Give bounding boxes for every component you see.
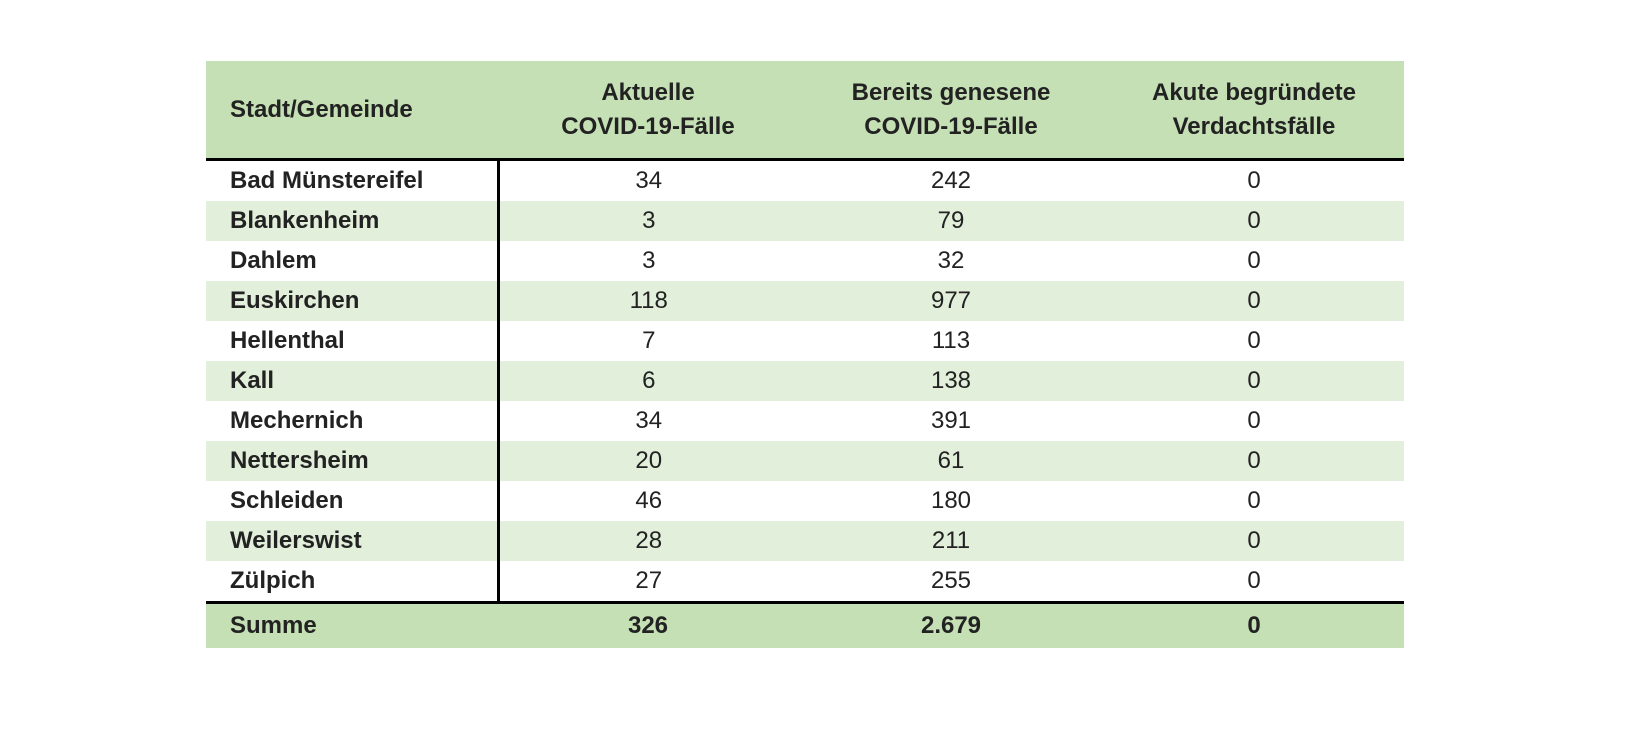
suspected-cases-cell: 0 — [1247, 327, 1261, 354]
table-row: Mechernich 34 391 0 — [206, 401, 1404, 441]
table-body: Bad Münstereifel 34 242 0 Blankenheim 3 79 0 Dah… — [206, 159, 1404, 603]
header-city-label: Stadt/Gemeinde — [230, 95, 413, 123]
table-row: Weilerswist 28 211 0 — [206, 521, 1404, 561]
header-row: Stadt/Gemeinde Aktuelle COVID-19-Fälle B… — [206, 61, 1404, 161]
recovered-cases-cell: 211 — [931, 527, 971, 554]
current-cases-cell: 3 — [642, 207, 656, 234]
recovered-cases-cell: 61 — [937, 447, 965, 474]
header-city: Stadt/Gemeinde — [206, 61, 498, 161]
covid-cases-table: Stadt/Gemeinde Aktuelle COVID-19-Fälle B… — [206, 61, 1404, 648]
current-cases-cell: 46 — [635, 487, 663, 514]
suspected-cases-cell: 0 — [1247, 247, 1261, 274]
city-name-cell: Bad Münstereifel — [206, 159, 500, 201]
recovered-cases-cell: 180 — [930, 487, 972, 514]
city-name-cell: Euskirchen — [206, 281, 500, 321]
city-name-cell: Zülpich — [206, 561, 500, 603]
table-row: Bad Münstereifel 34 242 0 — [206, 159, 1404, 201]
sum-recovered-cases: 2.679 — [798, 601, 1104, 648]
table-row: Kall 6 138 0 — [206, 361, 1404, 401]
table-row: Hellenthal 7 113 0 — [206, 321, 1404, 361]
table-footer: Summe 326 2.679 0 — [206, 601, 1404, 648]
suspected-cases-cell: 0 — [1247, 447, 1261, 474]
covid-cases-table-container: Stadt/Gemeinde Aktuelle COVID-19-Fälle B… — [206, 61, 1404, 648]
suspected-cases-cell: 0 — [1247, 207, 1261, 234]
city-name-cell: Nettersheim — [206, 441, 500, 481]
recovered-cases-cell: 138 — [930, 367, 972, 394]
recovered-cases-cell: 391 — [930, 407, 972, 434]
current-cases-cell: 27 — [635, 567, 663, 594]
header-current-cases-line2: COVID-19-Fälle — [561, 112, 735, 140]
current-cases-cell: 118 — [629, 287, 668, 314]
current-cases-cell: 28 — [635, 527, 663, 554]
current-cases-cell: 34 — [635, 167, 663, 194]
sum-row: Summe 326 2.679 0 — [206, 601, 1404, 648]
city-name-cell: Mechernich — [206, 401, 500, 441]
header-suspected-cases-line2: Verdachtsfälle — [1172, 112, 1336, 140]
suspected-cases-cell: 0 — [1247, 167, 1261, 194]
city-name-cell: Kall — [206, 361, 500, 401]
sum-label: Summe — [206, 601, 498, 648]
table-row: Dahlem 3 32 0 — [206, 241, 1404, 281]
header-suspected-cases-line1: Akute begründete — [1151, 78, 1357, 106]
header-recovered-cases-line2: COVID-19-Fälle — [864, 112, 1038, 140]
city-name-cell: Hellenthal — [206, 321, 500, 361]
current-cases-cell: 3 — [642, 247, 656, 274]
suspected-cases-cell: 0 — [1247, 527, 1261, 554]
table-row: Blankenheim 3 79 0 — [206, 201, 1404, 241]
table-row: Nettersheim 20 61 0 — [206, 441, 1404, 481]
table-row: Zülpich 27 255 0 — [206, 561, 1404, 603]
recovered-cases-cell: 79 — [937, 207, 965, 234]
sum-current-cases: 326 — [498, 601, 798, 648]
current-cases-cell: 7 — [642, 327, 656, 354]
city-name-cell: Blankenheim — [206, 201, 500, 241]
city-name-cell: Schleiden — [206, 481, 500, 521]
table-row: Euskirchen 118 977 0 — [206, 281, 1404, 321]
recovered-cases-cell: 242 — [930, 167, 972, 194]
header-current-cases: Aktuelle COVID-19-Fälle — [498, 61, 798, 161]
current-cases-cell: 6 — [642, 367, 656, 394]
table-row: Schleiden 46 180 0 — [206, 481, 1404, 521]
suspected-cases-cell: 0 — [1247, 287, 1261, 314]
recovered-cases-cell: 113 — [931, 327, 971, 354]
suspected-cases-cell: 0 — [1247, 407, 1261, 434]
recovered-cases-cell: 255 — [930, 567, 972, 594]
header-recovered-cases: Bereits genesene COVID-19-Fälle — [798, 61, 1104, 161]
suspected-cases-cell: 0 — [1247, 487, 1261, 514]
current-cases-cell: 20 — [635, 447, 663, 474]
header-recovered-cases-line1: Bereits genesene — [851, 78, 1051, 106]
recovered-cases-cell: 32 — [937, 247, 965, 274]
city-name-cell: Dahlem — [206, 241, 500, 281]
header-current-cases-line1: Aktuelle — [601, 78, 695, 106]
recovered-cases-cell: 977 — [930, 287, 972, 314]
city-name-cell: Weilerswist — [206, 521, 500, 561]
table-header: Stadt/Gemeinde Aktuelle COVID-19-Fälle B… — [206, 61, 1404, 161]
sum-suspected-cases: 0 — [1104, 601, 1404, 648]
current-cases-cell: 34 — [635, 407, 663, 434]
suspected-cases-cell: 0 — [1247, 367, 1261, 394]
suspected-cases-cell: 0 — [1247, 567, 1261, 594]
header-suspected-cases: Akute begründete Verdachtsfälle — [1104, 61, 1404, 161]
